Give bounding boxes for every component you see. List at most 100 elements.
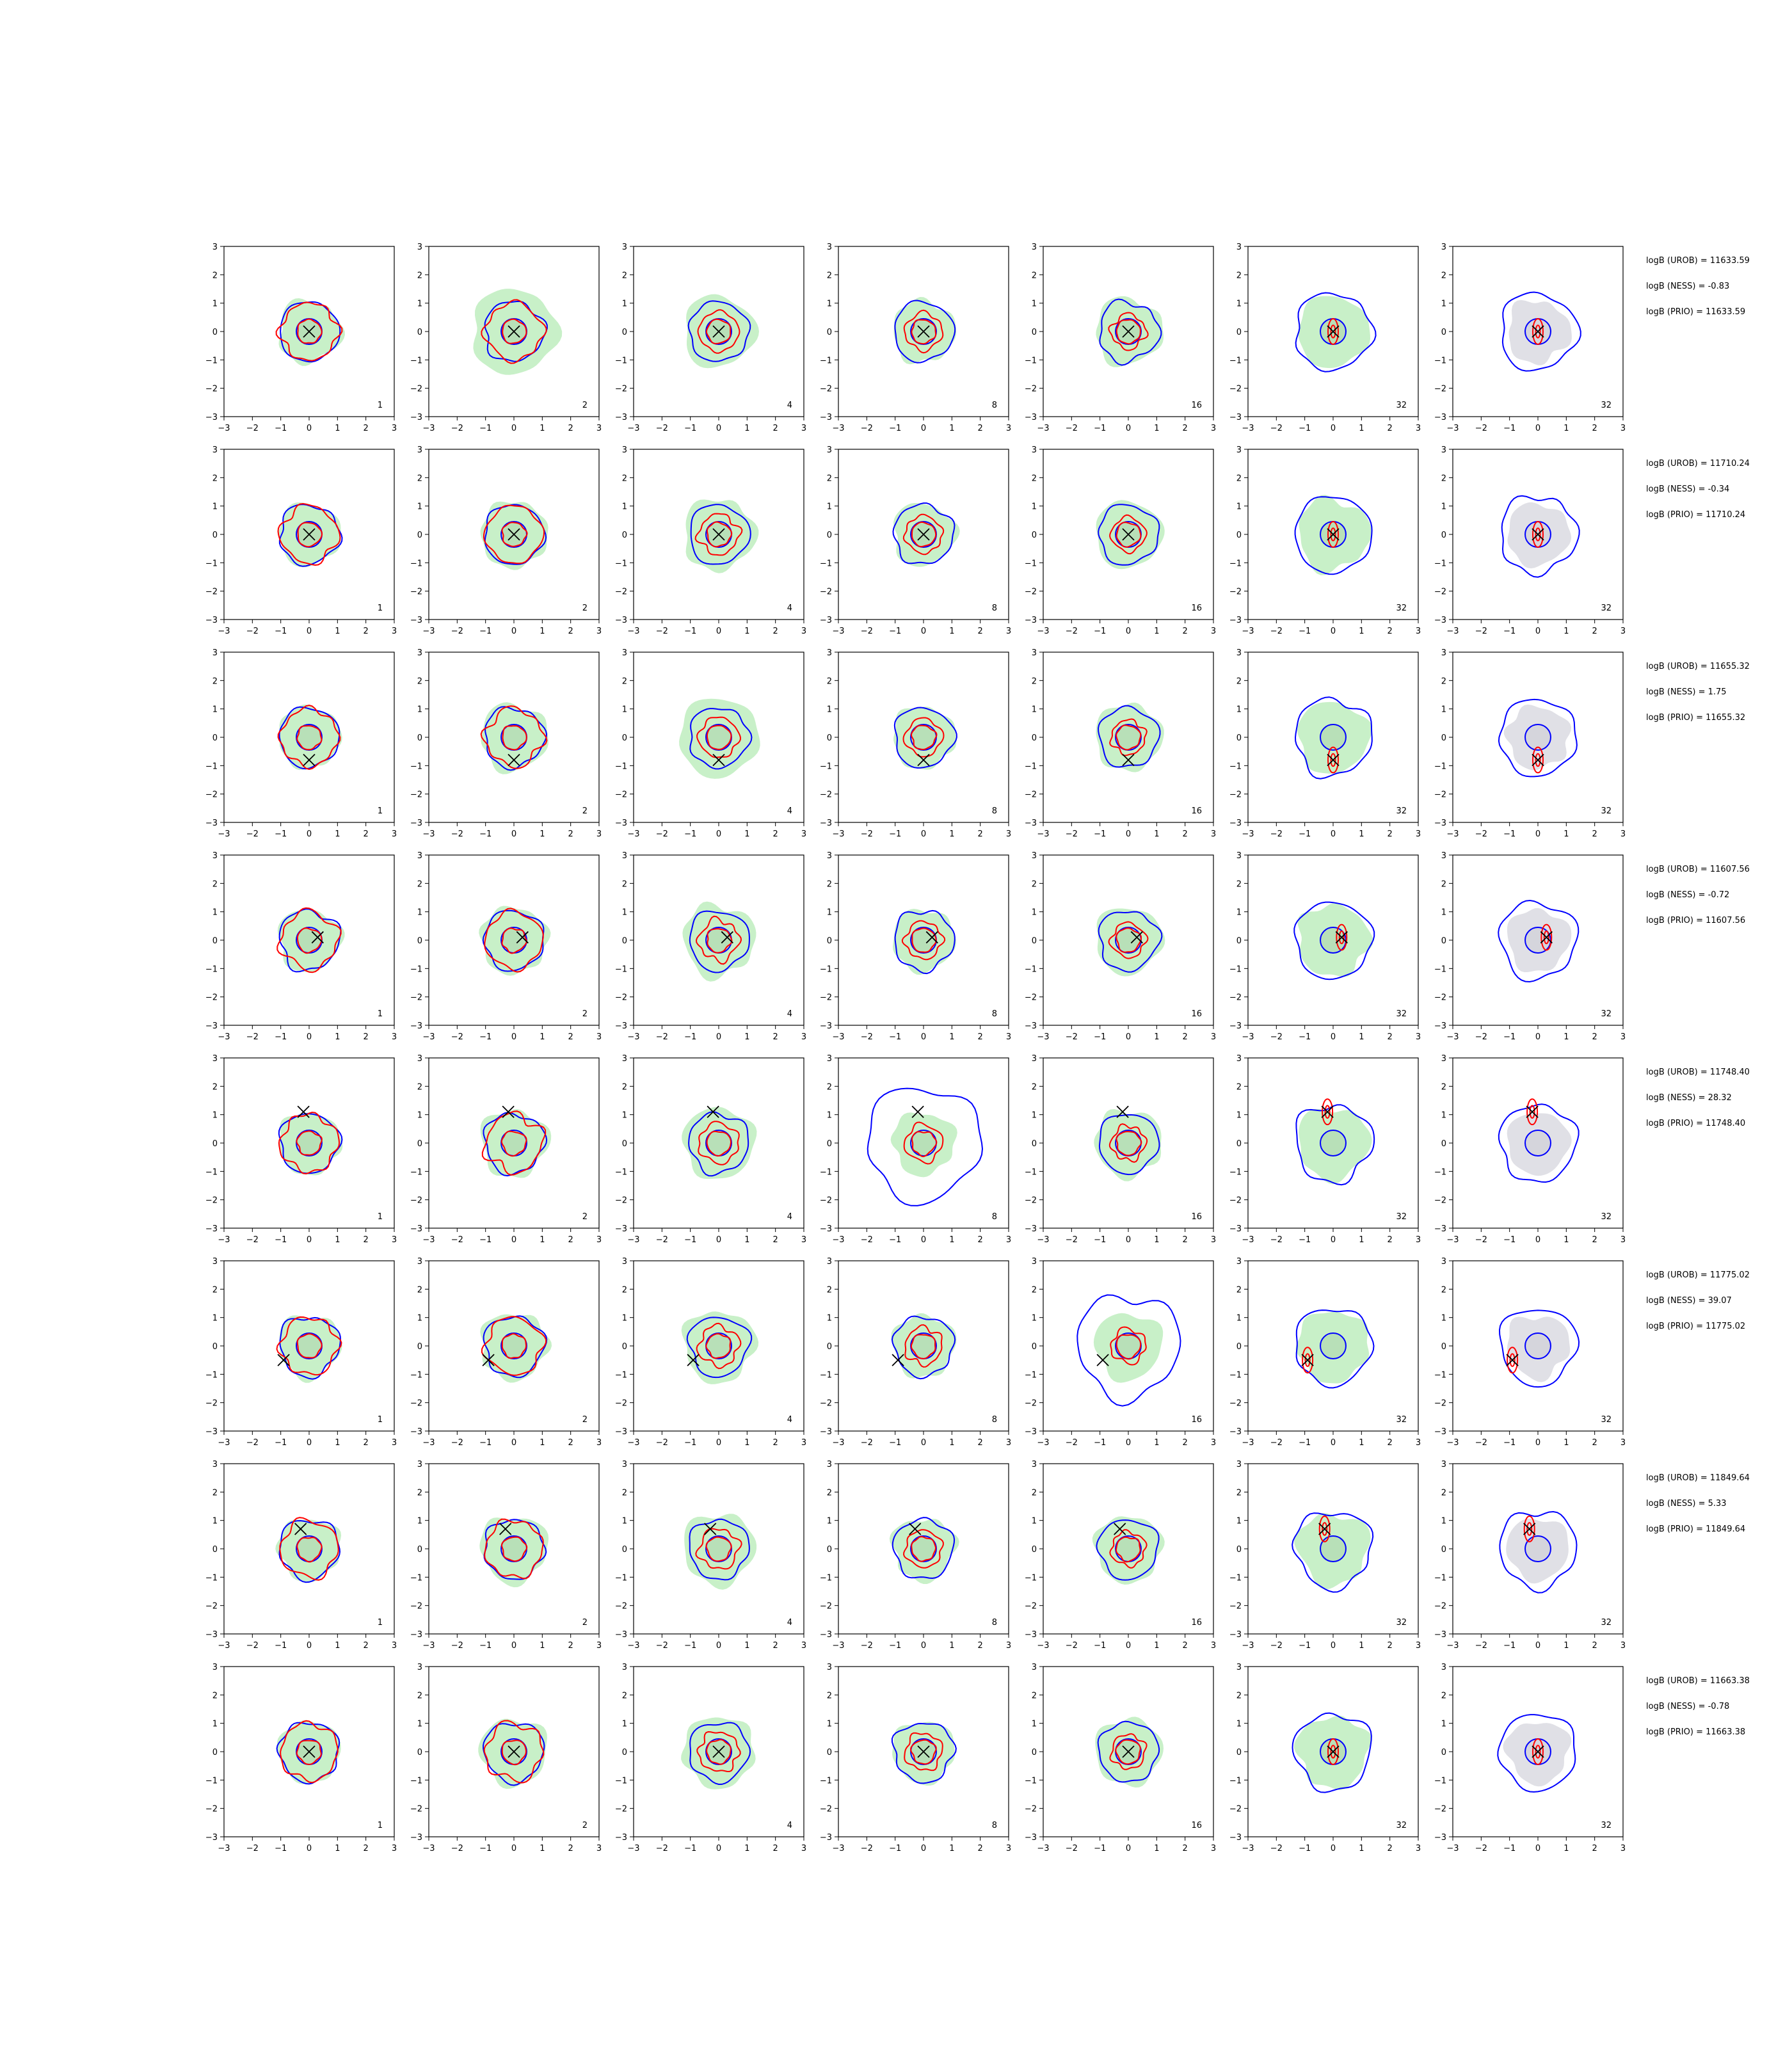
x-tick-label: 1 bbox=[540, 1032, 545, 1042]
blue-outer-contour bbox=[1501, 495, 1580, 578]
red-inner-contour bbox=[1526, 1522, 1533, 1536]
true-value-marker bbox=[1096, 1354, 1109, 1366]
y-tick-label: 2 bbox=[827, 1285, 832, 1295]
panel-number-label: 1 bbox=[378, 401, 383, 410]
x-tick-label: −3 bbox=[832, 1438, 844, 1448]
panel-r7-c4: −3−3 −2 −2 −1 −1 0 0 1 1 2 2 3 3 8 bbox=[820, 1460, 1011, 1651]
panel-number-label: 32 bbox=[1396, 1415, 1407, 1425]
y-tick-label: −1 bbox=[1434, 1370, 1446, 1380]
red-outer-contour bbox=[1109, 514, 1148, 555]
panel-number-label: 8 bbox=[992, 1821, 997, 1830]
x-tick-label: 3 bbox=[1211, 829, 1216, 839]
y-tick-label: 0 bbox=[1236, 733, 1242, 743]
y-tick-label: 3 bbox=[1032, 445, 1037, 455]
x-tick-label: 3 bbox=[1211, 627, 1216, 636]
panel-number-label: 32 bbox=[1601, 1821, 1612, 1830]
y-tick-label: 1 bbox=[1236, 1314, 1242, 1324]
panel-r8-c3: −3−3 −2 −2 −1 −1 0 0 1 1 2 2 3 3 4 bbox=[615, 1663, 806, 1853]
panel-r2-c5: −3−3 −2 −2 −1 −1 0 0 1 1 2 2 3 3 16 bbox=[1025, 445, 1216, 636]
y-tick-label: −2 bbox=[1434, 385, 1446, 394]
y-tick-label: 1 bbox=[1236, 502, 1242, 512]
true-value-marker bbox=[721, 931, 733, 944]
x-tick-label: 3 bbox=[801, 1438, 806, 1448]
y-tick-label: −1 bbox=[1025, 1776, 1037, 1786]
panel-number-label: 8 bbox=[992, 604, 997, 613]
red-inner-contour bbox=[296, 927, 323, 954]
y-tick-label: 0 bbox=[212, 531, 218, 540]
x-tick-label: −2 bbox=[861, 1438, 873, 1448]
y-tick-label: 2 bbox=[622, 1691, 627, 1700]
red-outer-contour bbox=[1526, 1098, 1539, 1126]
y-tick-label: 1 bbox=[1441, 908, 1446, 918]
y-tick-label: 0 bbox=[1441, 328, 1446, 337]
x-tick-label: −2 bbox=[656, 424, 668, 433]
x-tick-label: 3 bbox=[801, 1235, 806, 1245]
y-tick-label: 2 bbox=[1236, 676, 1242, 686]
y-tick-label: −2 bbox=[615, 1805, 627, 1814]
y-tick-label: −1 bbox=[1025, 964, 1037, 974]
logb-ness-label: logB (NESS) = 5.33 bbox=[1646, 1499, 1727, 1508]
x-tick-label: −2 bbox=[1066, 1844, 1078, 1853]
panel-r6-c4: −3−3 −2 −2 −1 −1 0 0 1 1 2 2 3 3 8 bbox=[820, 1257, 1011, 1448]
panel-r3-c7: −3−3 −2 −2 −1 −1 0 0 1 1 2 2 3 3 32 bbox=[1434, 648, 1626, 839]
panel-number-label: 16 bbox=[1191, 604, 1202, 613]
density-core bbox=[910, 1536, 937, 1562]
panel-r3-c5: −3−3 −2 −2 −1 −1 0 0 1 1 2 2 3 3 16 bbox=[1025, 648, 1216, 839]
true-value-marker bbox=[917, 753, 930, 767]
y-tick-label: 2 bbox=[827, 676, 832, 686]
y-tick-label: −2 bbox=[1434, 993, 1446, 1003]
y-tick-label: 1 bbox=[417, 1517, 422, 1526]
logb-prio-label: logB (PRIO) = 11775.02 bbox=[1646, 1322, 1745, 1331]
logb-ness-label: logB (NESS) = 1.75 bbox=[1646, 687, 1727, 697]
y-tick-label: 3 bbox=[1441, 648, 1446, 658]
panel-r8-c6: −3−3 −2 −2 −1 −1 0 0 1 1 2 2 3 3 32 bbox=[1229, 1663, 1421, 1853]
y-tick-label: −2 bbox=[1229, 385, 1242, 394]
y-tick-label: 0 bbox=[1236, 1545, 1242, 1555]
x-tick-label: 1 bbox=[1359, 1844, 1364, 1853]
y-tick-label: 3 bbox=[1236, 445, 1242, 455]
blue-outer-contour bbox=[1096, 1519, 1160, 1581]
density-core bbox=[501, 928, 527, 952]
x-tick-label: 2 bbox=[364, 829, 369, 839]
x-tick-label: 3 bbox=[1416, 627, 1421, 636]
x-tick-label: 3 bbox=[596, 1844, 602, 1853]
true-value-marker bbox=[294, 1523, 307, 1535]
y-tick-label: −1 bbox=[1229, 1573, 1242, 1583]
x-tick-label: −2 bbox=[1066, 1438, 1078, 1448]
x-tick-label: −2 bbox=[861, 1032, 873, 1042]
x-tick-label: −2 bbox=[451, 627, 463, 636]
y-tick-label: −1 bbox=[1229, 356, 1242, 365]
x-tick-label: −1 bbox=[1299, 1641, 1311, 1651]
panel-number-label: 32 bbox=[1396, 1821, 1407, 1830]
y-tick-label: 0 bbox=[417, 531, 422, 540]
y-tick-label: 0 bbox=[212, 733, 218, 743]
panel-number-label: 4 bbox=[787, 806, 792, 816]
x-tick-label: 1 bbox=[744, 1844, 749, 1853]
red-inner-contour bbox=[500, 1536, 528, 1562]
y-tick-label: 0 bbox=[1441, 936, 1446, 946]
panel-number-label: 32 bbox=[1396, 1212, 1407, 1222]
y-tick-label: 2 bbox=[827, 474, 832, 483]
y-tick-label: 2 bbox=[1441, 1082, 1446, 1092]
y-tick-label: −3 bbox=[410, 819, 422, 828]
x-tick-label: 0 bbox=[1331, 1235, 1336, 1245]
x-tick-label: 0 bbox=[1331, 627, 1336, 636]
x-tick-label: −2 bbox=[451, 424, 463, 433]
panel-number-label: 32 bbox=[1396, 1009, 1407, 1019]
blue-outer-contour bbox=[894, 909, 956, 975]
x-tick-label: 1 bbox=[1154, 829, 1159, 839]
x-tick-label: 1 bbox=[335, 829, 340, 839]
density-core bbox=[1525, 1535, 1551, 1562]
x-tick-label: −2 bbox=[1066, 627, 1078, 636]
true-value-marker bbox=[499, 1523, 512, 1535]
x-tick-label: 0 bbox=[511, 627, 516, 636]
x-tick-label: 1 bbox=[335, 1032, 340, 1042]
x-tick-label: −1 bbox=[889, 1641, 901, 1651]
y-tick-label: −3 bbox=[615, 1427, 627, 1437]
y-tick-label: −2 bbox=[820, 790, 832, 800]
x-tick-label: −3 bbox=[1446, 1844, 1459, 1853]
red-inner-contour bbox=[1116, 1334, 1142, 1360]
y-tick-label: 0 bbox=[1441, 733, 1446, 743]
x-tick-label: −1 bbox=[275, 424, 287, 433]
red-inner-contour bbox=[1324, 1105, 1331, 1119]
